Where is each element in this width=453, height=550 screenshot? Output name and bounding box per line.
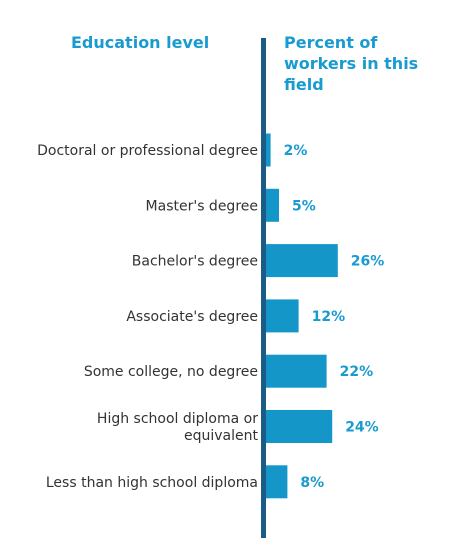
value-label-3: 12% [312, 309, 346, 325]
category-label-1: Master's degree [146, 198, 258, 214]
value-label-4: 22% [340, 364, 374, 380]
value-label-6: 8% [300, 475, 324, 491]
category-label-4: Some college, no degree [84, 364, 258, 380]
value-label-1: 5% [292, 198, 316, 214]
bar-3 [265, 299, 299, 333]
value-label-5: 24% [345, 420, 379, 436]
bar-0 [265, 133, 271, 167]
category-label-2: Bachelor's degree [132, 254, 258, 270]
value-labels: 2% 5% 26% 12% 22% 24% 8% [284, 143, 385, 491]
category-label-5: High school diploma or equivalent [97, 411, 259, 444]
bar-2 [265, 244, 338, 278]
header-percent-of-workers: Percent of workers in this field [284, 33, 419, 94]
header-education-level: Education level [71, 33, 210, 52]
bar-1 [265, 188, 279, 222]
bar-5 [265, 410, 333, 443]
vertical-axis-line [261, 38, 266, 538]
bar-6 [265, 465, 288, 499]
category-labels: Doctoral or professional degree Master's … [37, 143, 258, 491]
value-label-2: 26% [351, 254, 385, 270]
value-label-0: 2% [284, 143, 308, 159]
category-label-6: Less than high school diploma [46, 475, 258, 491]
category-label-0: Doctoral or professional degree [37, 143, 258, 159]
category-label-3: Associate's degree [126, 309, 258, 325]
bar-4 [265, 354, 327, 388]
bars-group [265, 133, 338, 499]
